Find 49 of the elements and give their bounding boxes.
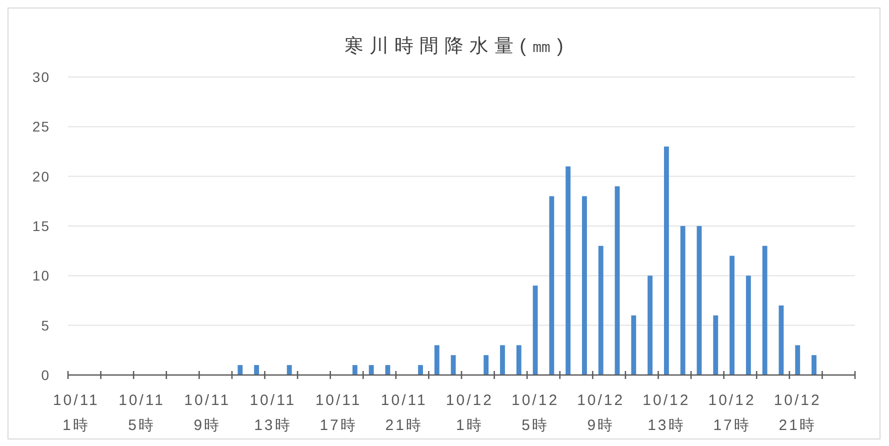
x-tick-label: 10/11 5時 (118, 392, 165, 434)
x-tick-label: 10/12 5時 (512, 392, 560, 434)
bar (418, 365, 423, 375)
x-tick-label: 10/12 13時 (642, 392, 690, 434)
bar (746, 276, 751, 375)
bar (614, 186, 620, 375)
bar (434, 345, 440, 375)
bar (582, 196, 587, 375)
bar (680, 226, 686, 375)
x-tick-label: 10/11 21時 (380, 392, 428, 434)
y-tick-label: 25 (32, 118, 50, 135)
y-tick-label: 0 (41, 367, 50, 383)
bar (795, 345, 800, 375)
x-tick-label: 10/12 9時 (577, 392, 625, 434)
x-tick-label: 10/11 9時 (184, 392, 231, 434)
bar (352, 365, 358, 375)
bar (484, 355, 489, 375)
bar (532, 286, 538, 375)
x-tick-label: 10/12 21時 (774, 392, 822, 434)
bar (812, 355, 816, 375)
y-tick-label: 5 (41, 317, 50, 334)
x-tick-label: 10/12 1時 (446, 392, 494, 434)
bar (500, 345, 505, 375)
bar (566, 166, 571, 375)
bar (778, 305, 784, 375)
bar (713, 315, 718, 375)
bar (664, 146, 669, 375)
bar (516, 345, 522, 375)
bar (762, 246, 768, 375)
bar (631, 315, 636, 375)
y-tick-label: 10 (32, 268, 50, 284)
bar (648, 276, 653, 375)
x-tick-label: 10/11 17時 (315, 392, 362, 434)
bar (238, 365, 243, 375)
x-tick-label: 10/11 13時 (250, 392, 296, 434)
bar (450, 355, 456, 375)
bar (254, 365, 260, 375)
y-tick-label: 30 (32, 69, 50, 85)
x-tick-label: 10/11 1時 (52, 392, 100, 434)
x-tick-label: 10/12 17時 (708, 392, 756, 434)
y-tick-label: 15 (32, 218, 50, 234)
bar (368, 365, 374, 375)
bar (696, 226, 702, 375)
bar (730, 256, 734, 375)
bar (549, 196, 554, 375)
y-tick-label: 20 (32, 168, 50, 184)
chart-title: 寒川時間降水量(㎜) (344, 35, 570, 57)
bar (286, 365, 292, 375)
bar (598, 246, 604, 375)
